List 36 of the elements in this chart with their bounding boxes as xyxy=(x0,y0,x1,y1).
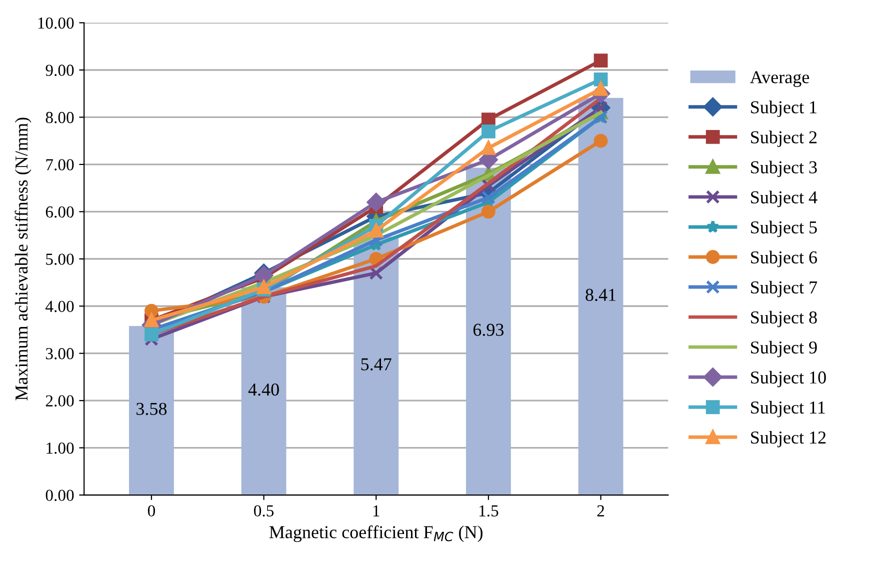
y-tick-label: 4.00 xyxy=(46,300,74,312)
data-label: 5.47 xyxy=(361,358,392,370)
data-label: 3.58 xyxy=(136,402,167,416)
y-axis-title: Maximum achievable stiffness (N/mm) xyxy=(14,118,32,400)
legend-label: Subject 3 xyxy=(751,160,817,178)
y-tick-label: 8.00 xyxy=(46,112,74,124)
legend-label: Subject 9 xyxy=(751,340,817,358)
data-label: 4.40 xyxy=(248,383,279,396)
x-tick-label: 0.5 xyxy=(254,505,274,517)
x-tick-label: 2 xyxy=(597,505,604,516)
legend-label: Subject 6 xyxy=(751,250,818,268)
x-tick-label: 1 xyxy=(373,505,380,516)
data-label: 6.93 xyxy=(473,324,504,336)
y-tick-label: 3.00 xyxy=(46,348,74,360)
legend-label: Subject 1 xyxy=(751,100,816,118)
legend-label: Average xyxy=(750,71,810,88)
legend-label: Subject 7 xyxy=(751,280,818,298)
legend-label: Subject 8 xyxy=(751,310,817,328)
y-tick-label: 2.00 xyxy=(46,395,74,407)
y-tick-label: 5.00 xyxy=(46,254,74,265)
x-axis-title: Magnetic coefficient F$_{MC}$ (N) xyxy=(269,525,482,542)
y-tick-label: 7.00 xyxy=(46,159,74,170)
legend-label: Subject 2 xyxy=(751,130,817,148)
y-tick-label: 0.00 xyxy=(46,490,74,502)
x-tick-label: 1.5 xyxy=(480,505,498,517)
legend-label: Subject 10 xyxy=(751,370,826,388)
y-tick-label: 10.00 xyxy=(38,17,74,29)
legend-label: Subject 5 xyxy=(751,220,817,238)
x-tick-label: 0 xyxy=(148,505,155,516)
y-tick-label: 9.00 xyxy=(46,64,74,76)
legend-label: Subject 4 xyxy=(751,190,818,208)
y-tick-label: 1.00 xyxy=(46,442,74,454)
legend-label: Subject 12 xyxy=(751,430,826,448)
legend-label: Subject 11 xyxy=(751,400,825,418)
data-label: 8.41 xyxy=(586,288,616,302)
y-tick-label: 6.00 xyxy=(46,206,74,218)
